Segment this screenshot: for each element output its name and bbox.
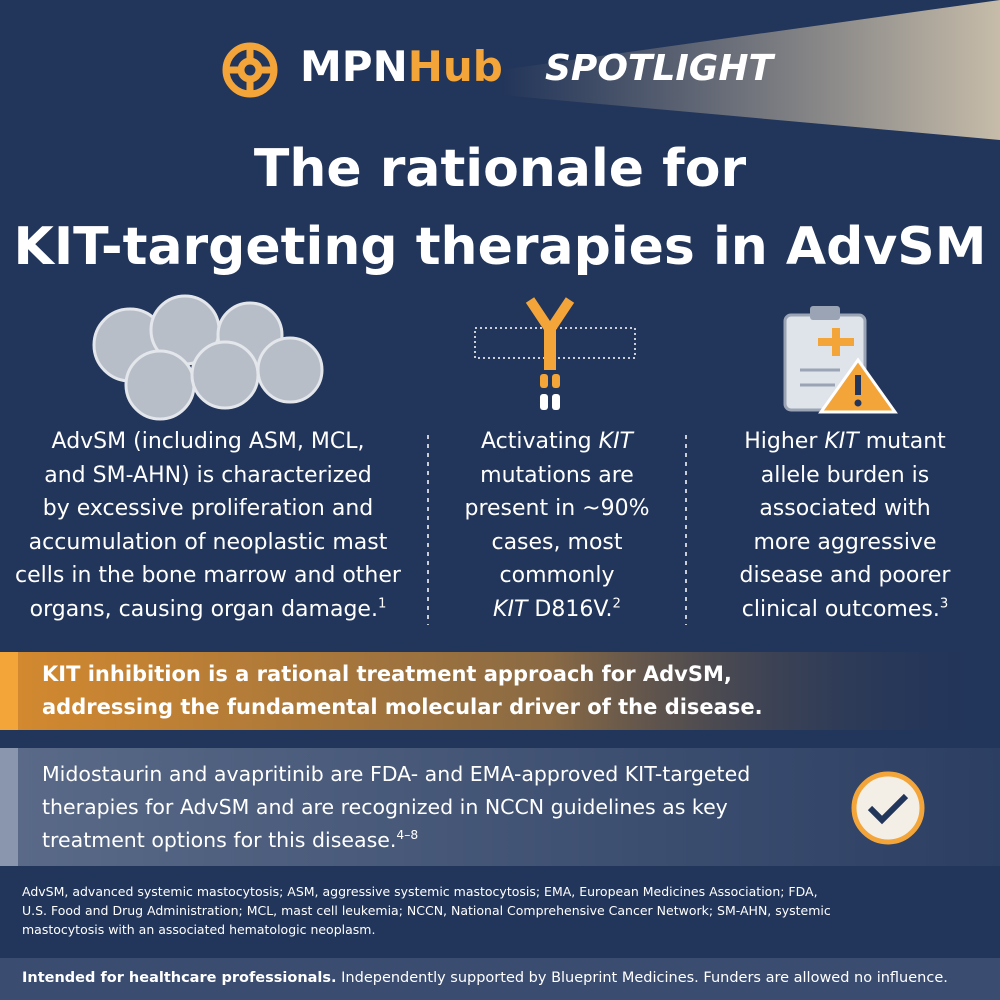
text-run: 3 — [939, 596, 949, 612]
text-run: Activating — [481, 429, 599, 454]
text-run: mastocytosis with an associated hematolo… — [22, 922, 376, 937]
approval-bg — [0, 748, 1000, 866]
text-run: and SM-AHN) is characterized — [44, 462, 372, 488]
footer-bg — [0, 958, 1000, 1000]
title-line: KIT-targeting therapies in AdvSM — [13, 217, 987, 277]
banner: KIT inhibition is a rational treatment a… — [42, 658, 763, 724]
text-line: accumulation of neoplastic mast — [0, 526, 416, 560]
text-run: KIT — [493, 596, 528, 622]
text-run: Higher — [744, 429, 825, 454]
text-line: KIT D816V.2 — [430, 593, 684, 627]
text-line: associated with — [690, 492, 1000, 526]
logo-text: Hub — [407, 42, 503, 91]
text-run: allele burden is — [760, 462, 930, 488]
text-line: Midostaurin and avapritinib are FDA- and… — [42, 758, 750, 791]
text-line: commonly — [430, 559, 684, 593]
text-run: cases, most — [491, 529, 623, 555]
text-line: cases, most — [430, 526, 684, 560]
title: The rationale for KIT-targeting therapie… — [0, 130, 1000, 286]
text-line: more aggressive — [690, 526, 1000, 560]
text-run: 1 — [377, 596, 387, 612]
text-line: Activating KIT — [430, 425, 684, 459]
text-line: KIT inhibition is a rational treatment a… — [42, 658, 763, 691]
text-run: Midostaurin and avapritinib are FDA- and… — [42, 762, 751, 786]
text-run: clinical outcomes. — [741, 596, 940, 622]
tag: SPOTLIGHT — [545, 48, 774, 89]
text-run: Intended for healthcare professionals. — [22, 970, 337, 986]
text-run: addressing the fundamental molecular dri… — [42, 695, 763, 719]
text-run: by excessive proliferation and — [42, 496, 374, 521]
logo-text: MPN — [300, 42, 408, 91]
text-line: present in ~90% — [430, 492, 684, 526]
text-run: mutant — [858, 429, 946, 454]
check-icon — [851, 771, 925, 845]
text-line: and SM-AHN) is characterized — [0, 459, 416, 493]
text-line: addressing the fundamental molecular dri… — [42, 691, 763, 724]
logo: MPNHub — [300, 42, 503, 91]
text-run: 4–8 — [396, 828, 419, 843]
spotlight-beam — [500, 0, 1000, 140]
column: AdvSM (including ASM, MCL, and SM-AHN) is… — [0, 425, 416, 626]
text-run: disease and poorer — [739, 563, 951, 588]
mast-cells-icon — [92, 294, 324, 421]
receptor-icon — [474, 297, 636, 410]
text-run: cells in the bone marrow and other — [15, 563, 401, 588]
text-run: treatment options for this disease. — [42, 828, 397, 852]
text-line: allele burden is — [690, 459, 1000, 493]
text-line: U.S. Food and Drug Administration; MCL, … — [22, 901, 831, 920]
text-line: mastocytosis with an associated hematolo… — [22, 920, 831, 939]
text-line: by excessive proliferation and — [0, 492, 416, 526]
title-line: The rationale for — [253, 139, 747, 199]
text-line: disease and poorer — [690, 559, 1000, 593]
text-run: KIT — [824, 429, 859, 454]
text-line: therapies for AdvSM and are recognized i… — [42, 791, 750, 824]
approval: Midostaurin and avapritinib are FDA- and… — [42, 758, 750, 857]
text-run: therapies for AdvSM and are recognized i… — [42, 795, 728, 819]
clipboard-icon — [783, 306, 898, 414]
text-run: associated with — [759, 496, 931, 521]
approval-bar — [0, 748, 18, 866]
text-run: commonly — [499, 563, 615, 588]
text-run: Independently supported by Blueprint Med… — [336, 970, 948, 986]
text-line: clinical outcomes.3 — [690, 593, 1000, 627]
text-run: more aggressive — [753, 529, 937, 555]
text-line: Intended for healthcare professionals. I… — [22, 968, 948, 988]
text-line: cells in the bone marrow and other — [0, 559, 416, 593]
text-run: U.S. Food and Drug Administration; MCL, … — [22, 903, 831, 918]
text-line: mutations are — [430, 459, 684, 493]
text-run: present in ~90% — [464, 496, 650, 521]
text-line: organs, causing organ damage.1 — [0, 593, 416, 627]
column: Higher KIT mutant allele burden is associa… — [690, 425, 1000, 626]
footer: Intended for healthcare professionals. I… — [22, 968, 948, 988]
text-run: AdvSM (including ASM, MCL, — [51, 429, 365, 454]
text-run: mutations are — [480, 462, 634, 488]
text-line: AdvSM (including ASM, MCL, — [0, 425, 416, 459]
text-run: organs, causing organ damage. — [29, 596, 378, 622]
text-run: accumulation of neoplastic mast — [28, 529, 388, 555]
text-run: 2 — [612, 596, 621, 612]
text-line: Higher KIT mutant — [690, 425, 1000, 459]
banner-bg — [0, 652, 1000, 730]
footnote: AdvSM, advanced systemic mastocytosis; A… — [22, 882, 831, 939]
text-run: AdvSM, advanced systemic mastocytosis; A… — [22, 884, 818, 899]
text-line: AdvSM, advanced systemic mastocytosis; A… — [22, 882, 831, 901]
logo-icon — [222, 42, 278, 98]
banner-bar — [0, 652, 18, 730]
text-run: D816V. — [527, 596, 613, 622]
column: Activating KIT mutations are present in ~9… — [430, 425, 684, 626]
text-line: treatment options for this disease.4–8 — [42, 824, 750, 857]
text-run: KIT inhibition is a rational treatment a… — [42, 662, 732, 686]
text-run: KIT — [598, 429, 633, 454]
